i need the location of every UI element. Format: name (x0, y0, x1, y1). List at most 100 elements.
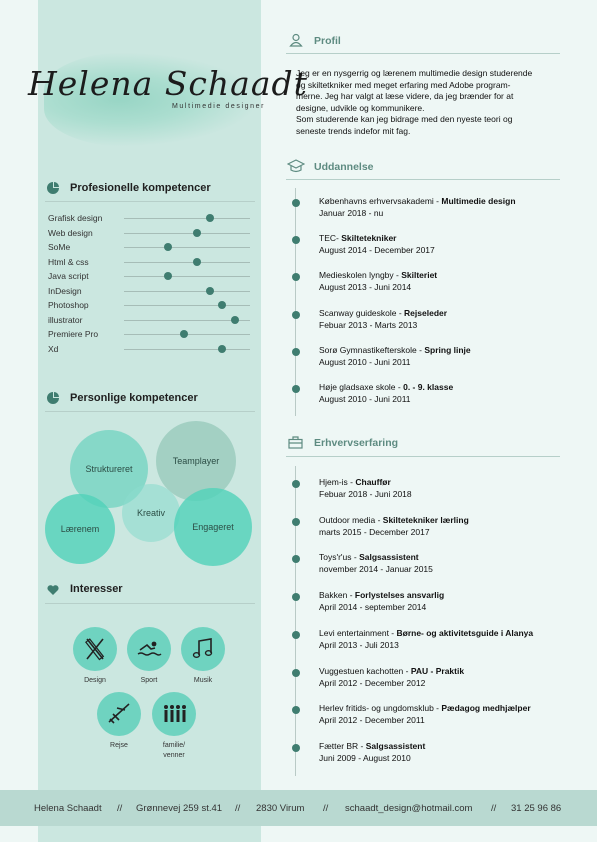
entry-heading: Bakken - Forlystelses ansvarlig (319, 589, 444, 601)
person-icon (289, 33, 303, 47)
skill-level-dot (230, 315, 239, 324)
entry-title: Salgsassistent (359, 552, 419, 563)
timeline-dot (292, 555, 300, 564)
profile-line: designe, udvikle og kommunikere. (296, 102, 425, 113)
skill-level-dot (193, 257, 202, 266)
footer-email[interactable]: schaadt_design@hotmail.com (345, 803, 473, 814)
skill-label: Grafisk design (48, 213, 103, 223)
entry-date: Juni 2009 - August 2010 (319, 752, 411, 763)
entry-place: Hjem-is - (319, 477, 356, 487)
pencil-ruler-icon (85, 638, 105, 661)
entry-date: november 2014 - Januar 2015 (319, 564, 433, 575)
footer-separator: // (323, 803, 329, 814)
timeline-dot (292, 273, 300, 282)
pie-chart-icon (47, 182, 59, 194)
divider (286, 179, 560, 180)
timeline-dot (292, 385, 300, 393)
skill-track (124, 218, 250, 219)
entry-title: Pædagog medhjælper (441, 703, 531, 714)
experience-entry: Toys'r'us - Salgsassistent november 2014 … (319, 551, 433, 575)
entry-date: Januar 2018 - nu (319, 208, 384, 218)
education-entry: Høje gladsaxe skole - 0. - 9. klasse Augu… (319, 381, 453, 405)
skill-label: Web design (48, 227, 93, 238)
footer-city: 2830 Virum (256, 803, 305, 814)
footer-address: Grønnevej 259 st.41 (136, 803, 223, 814)
entry-place: Københavns erhvervsakademi - (319, 196, 442, 206)
divider (45, 411, 255, 412)
bubble-laerenem: Lærenem (45, 494, 115, 564)
timeline-dot (292, 630, 300, 639)
skill-label: illustrator (48, 314, 83, 325)
bubble-teamplayer: Teamplayer (156, 421, 236, 501)
entry-place: Levi entertainment - (319, 627, 397, 638)
entry-place: Scanway guideskole - (319, 307, 405, 318)
entry-heading: Outdoor media - Skiltetekniker lærling (319, 514, 469, 526)
experience-title: Erhvervserfaring (314, 437, 399, 449)
entry-place: Fætter BR - (319, 740, 366, 751)
education-title: Uddannelse (314, 161, 374, 173)
entry-heading: Medieskolen lyngby - Skilteriet (319, 269, 437, 281)
education-entry: TEC- Skiltetekniker August 2014 - Decembe… (319, 232, 435, 256)
entry-place: Vuggestuen kachotten - (319, 665, 411, 676)
divider (286, 456, 560, 457)
family-icon (164, 705, 186, 722)
entry-title: Rejseleder (404, 307, 448, 318)
skill-track (124, 348, 250, 350)
entry-heading: Københavns erhvervsakademi - Multimedie … (319, 195, 516, 207)
divider (286, 53, 560, 54)
skill-track (124, 305, 250, 306)
entry-place: Sorø Gymnastikefterskole - (319, 344, 425, 355)
entry-title: Skiltetekniker lærling (382, 514, 469, 525)
timeline-dot (292, 593, 300, 602)
skill-level-dot (218, 301, 227, 309)
entry-date: Febuar 2018 - Juni 2018 (319, 489, 412, 499)
profile-line: seneste trends indefor mit fag. (296, 125, 411, 136)
interest-label-design: Design (84, 677, 106, 684)
entry-title: Chauffør (355, 477, 391, 487)
briefcase-icon (288, 436, 303, 449)
interest-familie (152, 692, 196, 736)
profile-line: merne. Jeg har valgt at læse videre, da … (296, 91, 514, 102)
footer-phone[interactable]: 31 25 96 86 (511, 803, 562, 814)
interest-rejse (97, 692, 141, 736)
education-entry: Scanway guideskole - Rejseleder Febuar 20… (319, 307, 447, 331)
experience-timeline (295, 466, 296, 776)
entry-heading: Vuggestuen kachotten - PAU - Praktik (319, 665, 464, 677)
entry-title: Skilteriet (401, 270, 438, 281)
interest-label-venner: venner (163, 752, 185, 759)
personal-title: Personlige kompetencer (70, 392, 198, 404)
education-entry: Medieskolen lyngby - Skilteriet August 20… (319, 269, 437, 293)
skill-label: Premiere Pro (48, 329, 99, 339)
timeline-dot (292, 199, 300, 207)
entry-heading: Sorø Gymnastikefterskole - Spring linje (319, 344, 471, 356)
experience-entry: Vuggestuen kachotten - PAU - Praktik Apri… (319, 665, 464, 689)
timeline-dot (292, 517, 300, 526)
graduation-cap-icon (287, 159, 305, 173)
entry-place: Outdoor media - (319, 514, 383, 525)
skill-label: Photoshop (48, 300, 89, 310)
contact-footer: Helena Schaadt // Grønnevej 259 st.41 //… (0, 790, 597, 826)
education-entry: Københavns erhvervsakademi - Multimedie … (319, 195, 516, 219)
skill-track (124, 276, 250, 277)
footer-separator: // (117, 803, 123, 814)
entry-heading: Scanway guideskole - Rejseleder (319, 307, 447, 319)
entry-date: August 2010 - Juni 2011 (319, 394, 411, 404)
skill-label: Xd (48, 343, 59, 354)
profile-line: Jeg er en nysgerrig og lærenem multimedi… (296, 68, 533, 78)
entry-date: April 2014 - september 2014 (319, 602, 427, 613)
bubble-kreativ: Kreativ (122, 484, 180, 542)
entry-heading: TEC- Skiltetekniker (319, 232, 435, 244)
profile-line: Som studerende kan jeg bidrage med den n… (296, 114, 513, 125)
entry-place: Herlev fritids- og ungdomsklub - (319, 703, 442, 714)
experience-entry: Outdoor media - Skiltetekniker lærling ma… (319, 514, 469, 538)
interest-label-familie: familie/ (162, 742, 186, 749)
role-subtitle: Multimedie designer (172, 103, 266, 110)
entry-place: TEC- (319, 233, 342, 244)
skill-track (124, 319, 250, 321)
entry-title: 0. - 9. klasse (403, 382, 454, 392)
skill-level-dot (205, 286, 214, 295)
skill-track (124, 232, 250, 234)
entry-place: Bakken - (319, 590, 355, 601)
skill-level-dot (164, 272, 173, 280)
entry-date: April 2012 - December 2011 (319, 715, 425, 726)
